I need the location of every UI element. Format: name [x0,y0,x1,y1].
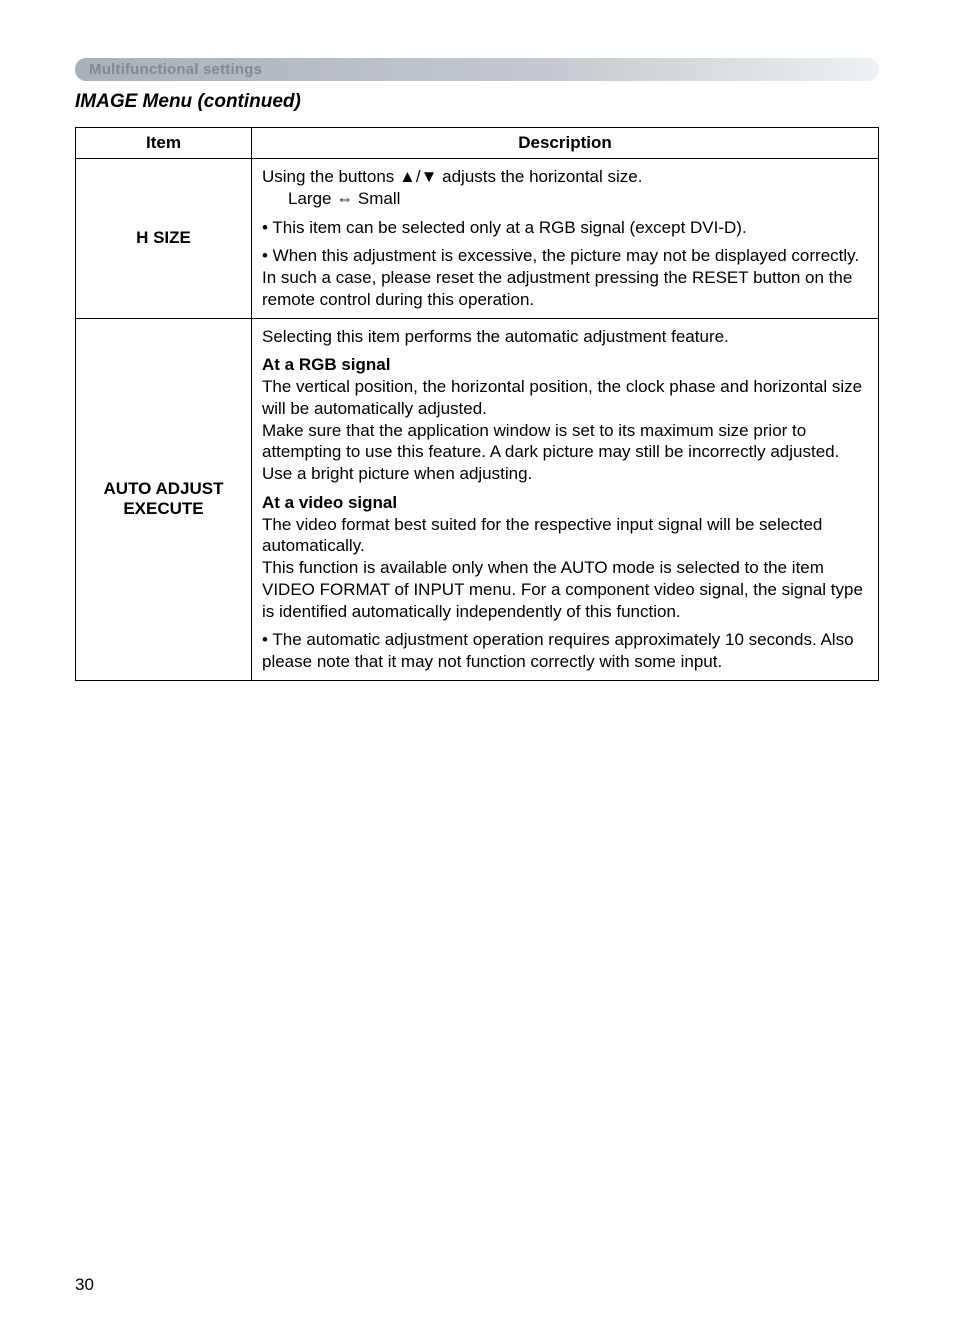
desc-subhead-video: At a video signal [262,492,868,514]
desc-text: Using the buttons ▲/▼ adjusts the horizo… [262,166,868,210]
desc-video-block: At a video signal The video format best … [262,492,868,623]
page-number: 30 [75,1275,94,1295]
menu-heading: IMAGE Menu (continued) [75,91,879,113]
table-header-row: Item Description [76,128,879,159]
desc-line: • This item can be selected only at a RG… [262,217,868,239]
desc-video-body: The video format best suited for the res… [262,514,868,623]
section-label: Multifunctional settings [75,58,879,81]
desc-rgb-block: At a RGB signal The vertical position, t… [262,354,868,485]
table-row: H SIZE Using the buttons ▲/▼ adjusts the… [76,159,879,319]
col-header-description: Description [252,128,879,159]
desc-line: Using the buttons ▲/▼ adjusts the horizo… [262,167,642,186]
item-h-size: H SIZE [76,159,252,319]
desc-note: • The automatic adjustment operation req… [262,629,868,673]
desc-line-indent: Large ⇔ Small [262,188,868,210]
col-header-item: Item [76,128,252,159]
desc-intro: Selecting this item performs the automat… [262,326,868,348]
desc-rgb-body: The vertical position, the horizontal po… [262,376,868,485]
desc-h-size: Using the buttons ▲/▼ adjusts the horizo… [252,159,879,319]
desc-auto-adjust-execute: Selecting this item performs the automat… [252,318,879,680]
desc-subhead-rgb: At a RGB signal [262,354,868,376]
desc-line: • When this adjustment is excessive, the… [262,245,868,310]
image-menu-table: Item Description H SIZE Using the button… [75,127,879,681]
table-row: AUTO ADJUST EXECUTE Selecting this item … [76,318,879,680]
item-auto-adjust-execute: AUTO ADJUST EXECUTE [76,318,252,680]
